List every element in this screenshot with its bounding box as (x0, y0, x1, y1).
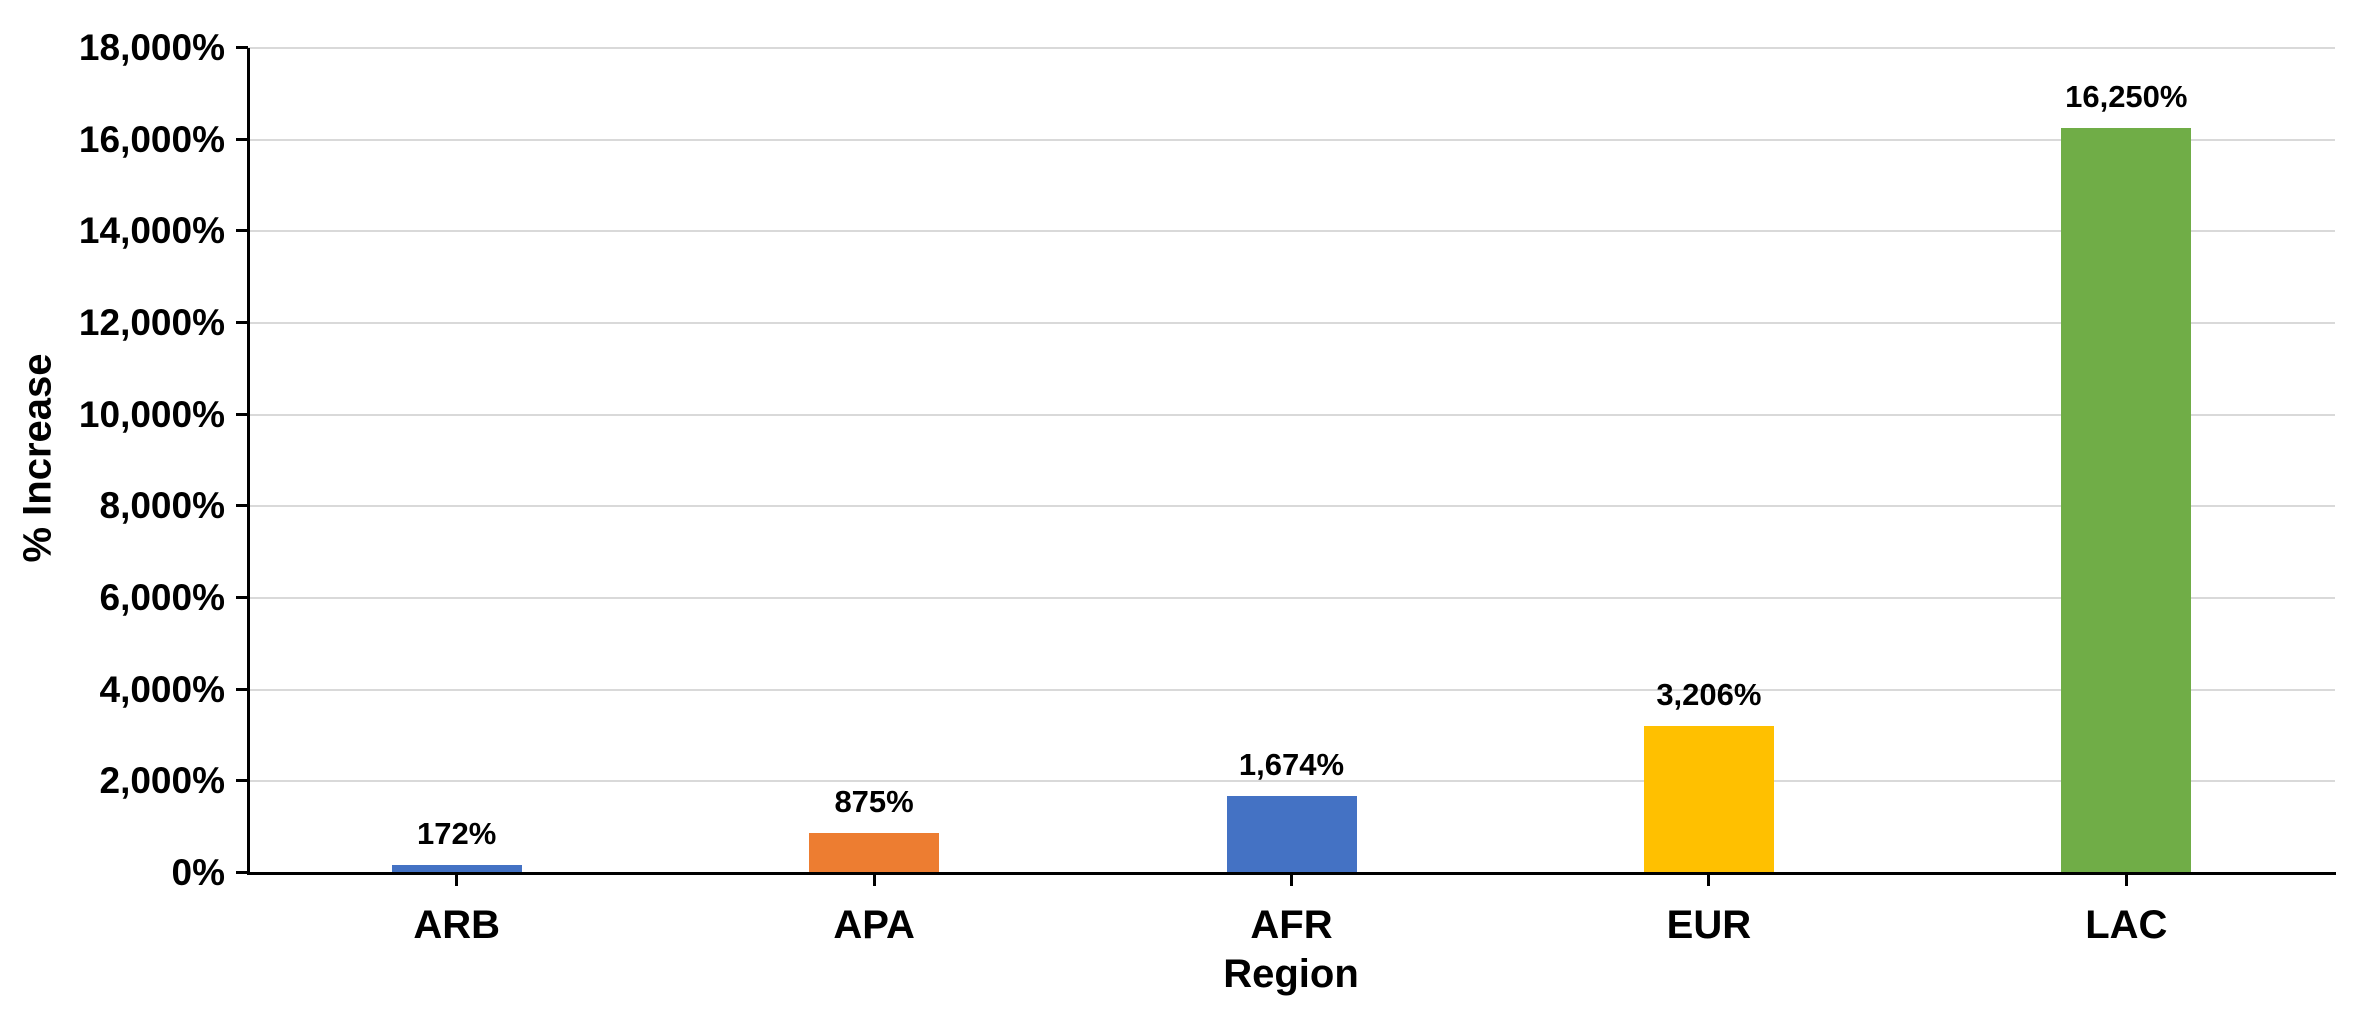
y-tick (236, 412, 248, 416)
bar-afr (1226, 796, 1357, 873)
x-axis-line (247, 872, 2336, 875)
bar-eur (1643, 726, 1774, 873)
bar-value-label: 16,250% (2065, 79, 2188, 115)
bar-arb (391, 865, 522, 873)
y-tick-label: 0% (171, 852, 225, 893)
bar-apa (809, 832, 940, 873)
bar-value-label: 3,206% (1656, 677, 1762, 713)
gridline (248, 688, 2335, 691)
y-tick-label: 16,000% (78, 118, 225, 160)
x-category-label: LAC (2085, 903, 2168, 947)
x-tick (872, 874, 876, 886)
bar-value-label: 875% (834, 783, 914, 819)
gridline (248, 597, 2335, 599)
y-axis-title: % Increase (15, 353, 60, 563)
y-tick-label: 2,000% (99, 760, 226, 802)
y-tick (236, 871, 248, 874)
x-tick (1707, 874, 1711, 886)
y-tick (236, 321, 248, 324)
x-category-label: APA (833, 903, 915, 947)
gridline (248, 138, 2335, 141)
gridline (248, 47, 2335, 49)
x-tick (455, 874, 459, 886)
gridline (248, 780, 2335, 783)
y-tick (236, 504, 248, 508)
x-category-label: EUR (1666, 903, 1752, 947)
y-tick (236, 229, 248, 233)
gridline (248, 230, 2335, 233)
x-category-label: ARB (413, 903, 501, 947)
y-tick (236, 137, 248, 141)
x-tick (2124, 874, 2128, 886)
gridline (248, 322, 2335, 324)
y-tick-label: 10,000% (78, 393, 225, 435)
bar-value-label: 172% (417, 816, 497, 852)
x-category-label: AFR (1250, 903, 1333, 947)
y-tick (236, 46, 248, 49)
y-tick (236, 779, 248, 783)
y-tick-label: 8,000% (99, 485, 226, 527)
x-axis-title: Region (1223, 952, 1359, 996)
y-tick-label: 18,000% (78, 27, 225, 68)
x-tick (1290, 874, 1293, 886)
gridline (248, 413, 2335, 416)
y-tick-label: 4,000% (99, 668, 226, 710)
bar-lac (2061, 128, 2192, 873)
gridline (248, 505, 2335, 508)
y-tick (236, 596, 248, 599)
y-tick-label: 14,000% (78, 210, 225, 252)
bar-value-label: 1,674% (1238, 747, 1345, 783)
y-axis-line (247, 48, 250, 875)
y-tick-label: 6,000% (99, 577, 226, 618)
y-tick-label: 12,000% (78, 302, 225, 343)
y-tick (236, 687, 248, 691)
